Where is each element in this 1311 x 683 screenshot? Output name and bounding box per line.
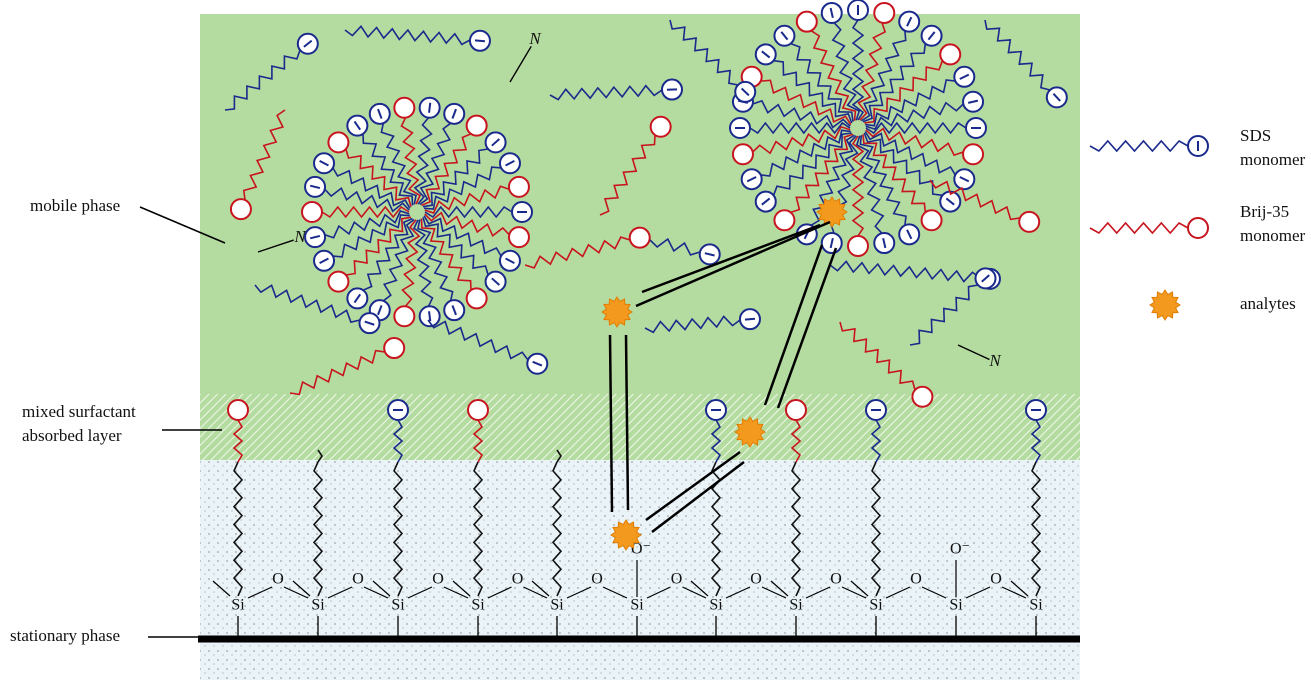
surfactant-head <box>509 177 529 197</box>
charge-sign <box>745 319 755 320</box>
surfactant-tail <box>1090 141 1188 151</box>
mixed-layer-label: mixed surfactant <box>22 402 136 421</box>
si-label: Si <box>391 597 405 614</box>
surfactant-head <box>630 228 650 248</box>
surfactant-head <box>468 400 488 420</box>
n-label: N <box>293 227 307 246</box>
legend-label: analytes <box>1240 294 1296 313</box>
surfactant-head <box>328 272 348 292</box>
si-label: Si <box>231 597 245 614</box>
diagram: mobile phase mixed surfactant absorbed l… <box>0 0 1311 683</box>
legend-label: SDS <box>1240 126 1271 145</box>
surfactant-head <box>228 400 248 420</box>
surfactant-head <box>467 116 487 136</box>
n-label: N <box>528 29 542 48</box>
analyte <box>1150 290 1180 320</box>
si-label: Si <box>471 597 485 614</box>
surfactant-head <box>963 144 983 164</box>
legend-label: monomer <box>1240 226 1305 245</box>
o-label: O <box>990 571 1002 588</box>
surfactant-head <box>786 400 806 420</box>
surfactant-head <box>651 117 671 137</box>
surfactant-head <box>874 3 894 23</box>
surfactant-head <box>231 199 251 219</box>
stationary-region <box>200 460 1080 680</box>
o-minus-label: O⁻ <box>950 541 970 558</box>
surfactant-head <box>509 227 529 247</box>
legend-label: Brij-35 <box>1240 202 1289 221</box>
mixed-layer-label: absorbed layer <box>22 426 122 445</box>
surfactant-head <box>467 288 487 308</box>
mixed-layer-region <box>200 394 1080 460</box>
surfactant-tail <box>1090 223 1188 233</box>
surfactant-head <box>774 210 794 230</box>
o-label: O <box>910 571 922 588</box>
o-label: O <box>830 571 842 588</box>
charge-sign <box>429 103 430 113</box>
n-label: N <box>988 351 1002 370</box>
si-label: Si <box>869 597 883 614</box>
surfactant-head <box>733 144 753 164</box>
surfactant-head <box>1188 218 1208 238</box>
mobile-phase-label: mobile phase <box>30 196 120 215</box>
surfactant-head <box>328 132 348 152</box>
surfactant-head <box>940 44 960 64</box>
si-label: Si <box>709 597 723 614</box>
si-label: Si <box>630 597 644 614</box>
o-label: O <box>750 571 762 588</box>
surfactant-head <box>848 236 868 256</box>
o-label: O <box>671 571 683 588</box>
charge-sign <box>429 311 430 321</box>
surfactant-head <box>922 210 942 230</box>
surfactant-head <box>1019 212 1039 232</box>
surfactant-head <box>384 338 404 358</box>
legend-label: monomer <box>1240 150 1305 169</box>
o-label: O <box>272 571 284 588</box>
o-label: O <box>352 571 364 588</box>
si-label: Si <box>949 597 963 614</box>
charge-sign <box>475 40 485 41</box>
o-label: O <box>432 571 444 588</box>
si-label: Si <box>789 597 803 614</box>
surfactant-head <box>394 98 414 118</box>
surfactant-head <box>394 306 414 326</box>
si-label: Si <box>550 597 564 614</box>
o-label: O <box>591 571 603 588</box>
si-label: Si <box>1029 597 1043 614</box>
surfactant-head <box>797 12 817 32</box>
si-label: Si <box>311 597 325 614</box>
stationary-phase-label: stationary phase <box>10 626 120 645</box>
surfactant-head <box>912 387 932 407</box>
surfactant-head <box>302 202 322 222</box>
o-label: O <box>512 571 524 588</box>
